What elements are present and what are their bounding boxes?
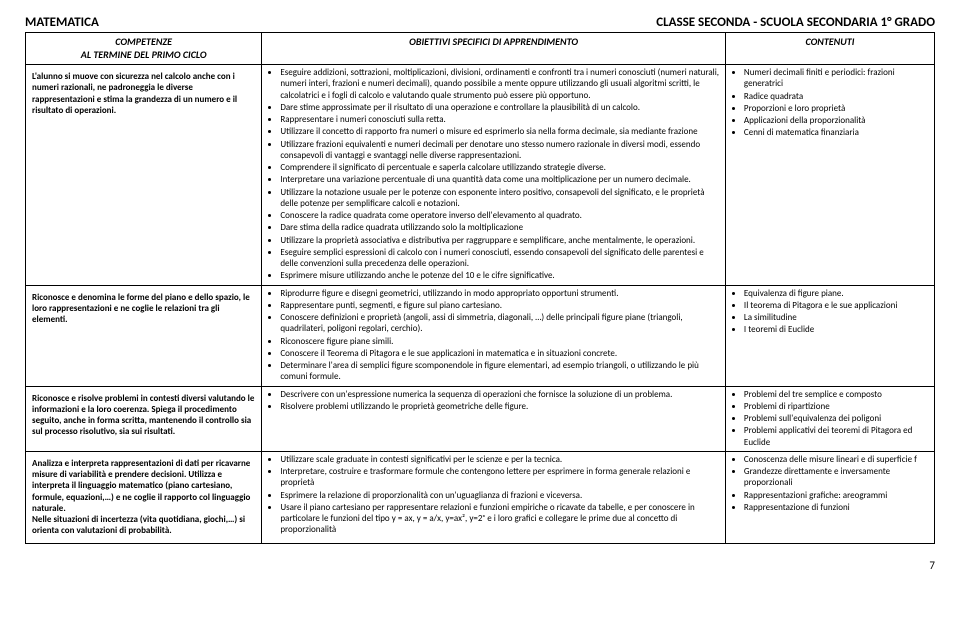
contenuti-cell: Conoscenza delle misure lineari e di sup… (725, 451, 934, 543)
obiettivo-item: Utilizzare scale graduate in contesti si… (280, 454, 721, 465)
obiettivo-item: Riprodurre figure e disegni geometrici, … (280, 288, 721, 299)
competenza-cell: Riconosce e risolve problemi in contesti… (26, 386, 262, 451)
obiettivo-item: Riconoscere figure piane simili. (280, 336, 721, 347)
competenza-cell: L'alunno si muove con sicurezza nel calc… (26, 65, 262, 286)
obiettivi-cell: Eseguire addizioni, sottrazioni, moltipl… (262, 65, 726, 286)
curriculum-table: COMPETENZE AL TERMINE DEL PRIMO CICLO OB… (25, 32, 935, 544)
contenuti-cell: Equivalenza di figure piane.Il teorema d… (725, 285, 934, 386)
obiettivo-item: Eseguire semplici espressioni di calcolo… (280, 247, 721, 270)
contenuto-item: Il teorema di Pitagora e le sue applicaz… (744, 300, 930, 311)
header-left: MATEMATICA (25, 15, 99, 30)
competenza-cell: Analizza e interpreta rappresentazioni d… (26, 451, 262, 543)
obiettivo-item: Rappresentare i numeri conosciuti sulla … (280, 114, 721, 125)
obiettivo-item: Determinare l'area di semplici figure sc… (280, 360, 721, 383)
col-header-competenze: COMPETENZE AL TERMINE DEL PRIMO CICLO (26, 33, 262, 65)
obiettivo-item: Eseguire addizioni, sottrazioni, moltipl… (280, 67, 721, 101)
contenuto-item: Cenni di matematica finanziaria (744, 127, 930, 138)
obiettivo-item: Conoscere il Teorema di Pitagora e le su… (280, 348, 721, 359)
contenuto-item: Proporzioni e loro proprietà (744, 103, 930, 114)
page-header: MATEMATICA CLASSE SECONDA - SCUOLA SECON… (25, 15, 935, 30)
obiettivo-item: Risolvere problemi utilizzando le propri… (280, 401, 721, 412)
contenuto-item: Applicazioni della proporzionalità (744, 115, 930, 126)
obiettivo-item: Esprimere la relazione di proporzionalit… (280, 490, 721, 501)
competenza-cell: Riconosce e denomina le forme del piano … (26, 285, 262, 386)
obiettivi-cell: Utilizzare scale graduate in contesti si… (262, 451, 726, 543)
obiettivo-item: Utilizzare frazioni equivalenti e numeri… (280, 139, 721, 162)
contenuto-item: Conoscenza delle misure lineari e di sup… (744, 454, 930, 465)
obiettivo-item: Dare stima della radice quadrata utilizz… (280, 222, 721, 233)
contenuto-item: Problemi applicativi dei teoremi di Pita… (744, 425, 930, 448)
contenuto-item: Rappresentazione di funzioni (744, 502, 930, 513)
obiettivo-item: Utilizzare la proprietà associativa e di… (280, 235, 721, 246)
table-header-row: COMPETENZE AL TERMINE DEL PRIMO CICLO OB… (26, 33, 935, 65)
page-number: 7 (25, 559, 935, 572)
obiettivo-item: Descrivere con un'espressione numerica l… (280, 389, 721, 400)
obiettivo-item: Interpretare, costruire e trasformare fo… (280, 466, 721, 489)
contenuto-item: Problemi del tre semplice e composto (744, 389, 930, 400)
obiettivi-cell: Descrivere con un'espressione numerica l… (262, 386, 726, 451)
contenuto-item: La similitudine (744, 312, 930, 323)
obiettivo-item: Utilizzare il concetto di rapporto fra n… (280, 126, 721, 137)
col-header-contenuti: CONTENUTI (725, 33, 934, 65)
obiettivo-item: Comprendere il significato di percentual… (280, 162, 721, 173)
contenuti-cell: Numeri decimali finiti e periodici: fraz… (725, 65, 934, 286)
header-right: CLASSE SECONDA - SCUOLA SECONDARIA 1° GR… (656, 15, 935, 30)
obiettivo-item: Rappresentare punti, segmenti, e figure … (280, 300, 721, 311)
contenuto-item: Equivalenza di figure piane. (744, 288, 930, 299)
obiettivo-item: Dare stime approssimate per il risultato… (280, 102, 721, 113)
obiettivo-item: Conoscere la radice quadrata come operat… (280, 210, 721, 221)
col-header-obiettivi: OBIETTIVI SPECIFICI DI APPRENDIMENTO (262, 33, 726, 65)
contenuto-item: Numeri decimali finiti e periodici: fraz… (744, 67, 930, 90)
obiettivo-item: Conoscere definizioni e proprietà (angol… (280, 312, 721, 335)
contenuto-item: I teoremi di Euclide (744, 324, 930, 335)
contenuti-cell: Problemi del tre semplice e compostoProb… (725, 386, 934, 451)
contenuto-item: Problemi di ripartizione (744, 401, 930, 412)
table-row: Riconosce e risolve problemi in contesti… (26, 386, 935, 451)
table-row: Riconosce e denomina le forme del piano … (26, 285, 935, 386)
contenuto-item: Radice quadrata (744, 91, 930, 102)
obiettivi-cell: Riprodurre figure e disegni geometrici, … (262, 285, 726, 386)
obiettivo-item: Usare il piano cartesiano per rappresent… (280, 502, 721, 536)
obiettivo-item: Interpretare una variazione percentuale … (280, 174, 721, 185)
contenuto-item: Problemi sull'equivalenza dei poligoni (744, 413, 930, 424)
obiettivo-item: Utilizzare la notazione usuale per le po… (280, 187, 721, 210)
table-row: L'alunno si muove con sicurezza nel calc… (26, 65, 935, 286)
contenuto-item: Grandezze direttamente e inversamente pr… (744, 466, 930, 489)
table-row: Analizza e interpreta rappresentazioni d… (26, 451, 935, 543)
obiettivo-item: Esprimere misure utilizzando anche le po… (280, 270, 721, 281)
contenuto-item: Rappresentazioni grafiche: areogrammi (744, 490, 930, 501)
